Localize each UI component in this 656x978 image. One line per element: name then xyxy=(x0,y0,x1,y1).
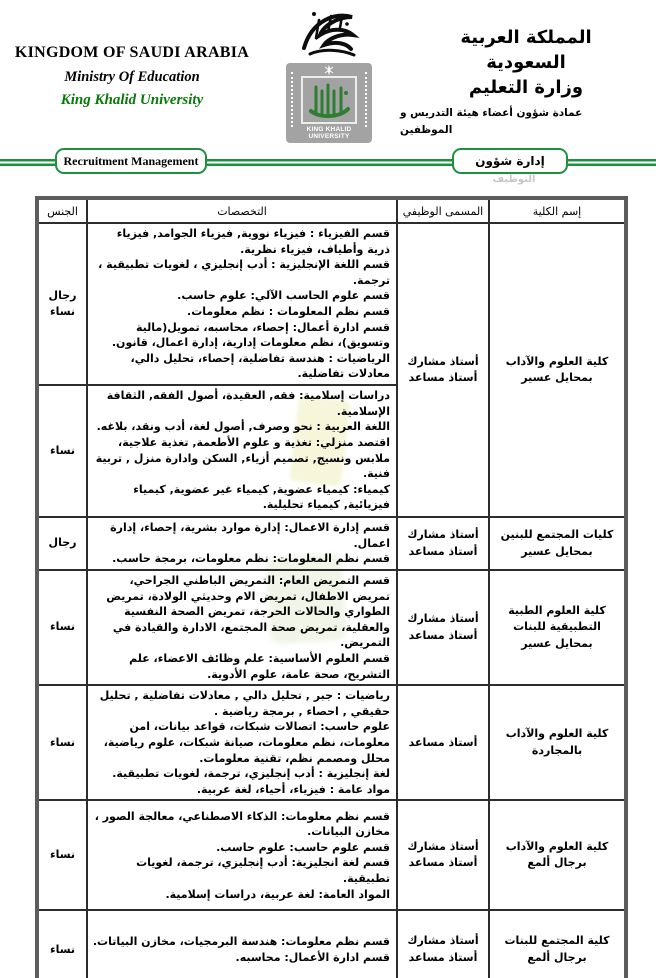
banner-rule xyxy=(0,159,656,166)
kingdom-title: KINGDOM OF SAUDI ARABIA xyxy=(14,44,250,61)
specs-cell: رياضيات : جبر , تحليل دالي , معادلات تفا… xyxy=(86,684,398,802)
col-header-specializations: التخصصات xyxy=(86,197,398,224)
college-cell: كلية العلوم الطبية التطبيقية للبنات بمحا… xyxy=(488,568,627,687)
table-header-row: إسم الكلية المسمى الوظيفي التخصصات الجنس xyxy=(36,197,627,224)
college-cell: كلية العلوم والآداب برجال ألمع xyxy=(488,799,627,912)
recruitment-banner-en: Recruitment Management xyxy=(55,148,207,174)
specs-cell: قسم نظم معلومات: هندسة البرمجيات، مخازن … xyxy=(86,909,398,978)
section-banner: Recruitment Management إدارة شؤون التوظي… xyxy=(0,147,656,187)
deanship-line-2: الموظفين xyxy=(400,123,453,136)
job-title-cell: أستاذ مشارك أستاذ مساعد xyxy=(396,909,490,978)
logo-calligraphy-icon xyxy=(309,83,350,118)
college-cell: كلية المجتمع للبنات برجال ألمع xyxy=(488,909,627,978)
gender-cell: نساء xyxy=(36,909,88,978)
kingdom-title-ar: المملكة العربية xyxy=(460,27,592,48)
specs-cell: دراسات إسلامية: فقه, العقيدة، أصول الفقه… xyxy=(86,384,398,519)
job-title-cell: أستاذ مشارك أستاذ مساعد xyxy=(396,799,490,912)
gender-cell: نساء xyxy=(36,684,88,802)
gender-cell: نساء xyxy=(36,384,88,519)
logo-calligraphy-frame xyxy=(301,76,357,124)
recruitment-table: إسم الكلية المسمى الوظيفي التخصصات الجنس… xyxy=(35,196,628,978)
gender-cell: نساء xyxy=(36,568,88,687)
table-row: كلية العلوم الطبية التطبيقية للبنات بمحا… xyxy=(36,568,627,687)
logo-square: KING KHALID UNIVERSITY xyxy=(286,63,372,143)
header-left-block: KINGDOM OF SAUDI ARABIA Ministry Of Educ… xyxy=(8,44,256,109)
ministry-title: Ministry Of Education xyxy=(64,69,200,85)
job-title-cell: أستاذ مشارك أستاذ مساعد xyxy=(396,221,490,519)
job-title-cell: أستاذ مساعد xyxy=(396,684,490,802)
university-name: King Khalid University xyxy=(60,92,204,108)
specs-cell: قسم الفيزياء : فيزياء نووية, فيزياء الجو… xyxy=(86,221,398,387)
gender-cell: نساء xyxy=(36,799,88,912)
table-row: كلية العلوم والآداب بمحايل عسير أستاذ مش… xyxy=(36,221,627,519)
specs-cell: قسم التمريض العام: التمريض الباطني الجرا… xyxy=(86,568,398,687)
specs-cell: قسم إدارة الاعمال: إدارة موارد بشرية، إح… xyxy=(86,516,398,571)
gender-cell: رجال xyxy=(36,516,88,571)
college-cell: كليات المجتمع للبنين بمحايل عسير xyxy=(488,516,627,571)
college-cell: كلية العلوم والآداب بالمجاردة xyxy=(488,684,627,802)
header-right-block: المملكة العربية السعودية وزارة التعليم ع… xyxy=(400,26,652,138)
saudi-emblem-icon xyxy=(324,64,334,76)
recruitment-banner-ar: إدارة شؤون xyxy=(452,148,568,174)
table-row: كليات المجتمع للبنين بمحايل عسير أستاذ م… xyxy=(36,516,627,571)
deanship-line: عمادة شؤون أعضاء هيئة التدريس و الموظفين xyxy=(400,105,652,138)
logo-dotted-border xyxy=(291,72,293,127)
job-title-cell: أستاذ مشارك أستاذ مساعد xyxy=(396,568,490,687)
col-header-college: إسم الكلية xyxy=(488,197,627,224)
university-logo: KING KHALID UNIVERSITY xyxy=(256,4,402,143)
college-cell: كلية العلوم والآداب بمحايل عسير xyxy=(488,221,627,519)
bismillah-calligraphy-icon xyxy=(302,12,360,57)
table-row: كلية المجتمع للبنات برجال ألمع أستاذ مشا… xyxy=(36,909,627,978)
job-title-cell: أستاذ مشارك أستاذ مساعد xyxy=(396,516,490,571)
logo-dotted-border xyxy=(365,72,367,127)
table-row: كلية العلوم والآداب بالمجاردة أستاذ مساع… xyxy=(36,684,627,802)
gender-cell: رجال نساء xyxy=(36,221,88,387)
kingdom-title-ar2: السعودية xyxy=(486,51,566,73)
logo-caption: KING KHALID UNIVERSITY xyxy=(306,126,352,140)
specs-cell: قسم نظم معلومات: الذكاء الاصطناعي، معالج… xyxy=(86,799,398,912)
table-row: كلية العلوم والآداب برجال ألمع أستاذ مشا… xyxy=(36,799,627,912)
col-header-job-title: المسمى الوظيفي xyxy=(396,197,490,224)
col-header-gender: الجنس xyxy=(36,197,88,224)
recruitment-banner-ar-line2: التوظيف xyxy=(492,174,536,185)
deanship-line-1: عمادة شؤون أعضاء هيئة التدريس و xyxy=(400,107,583,120)
ministry-name-ar: وزارة التعليم xyxy=(468,76,584,98)
